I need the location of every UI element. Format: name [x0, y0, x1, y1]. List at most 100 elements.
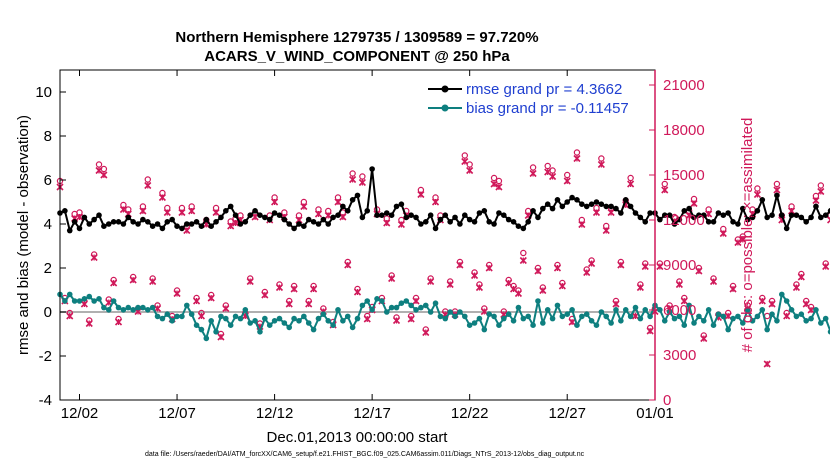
obs-assimilated-point	[290, 285, 298, 293]
bias-point	[461, 313, 468, 320]
bias-point	[364, 298, 371, 304]
obs-assimilated-point	[529, 169, 537, 178]
rmse-point	[822, 212, 829, 218]
rmse-point	[700, 212, 707, 218]
bias-point	[510, 318, 517, 324]
bias-point	[544, 307, 551, 313]
rmse-point	[554, 197, 561, 203]
bias-point	[622, 307, 629, 313]
obs-assimilated-point	[358, 178, 366, 187]
obs-assimilated-point	[539, 286, 547, 295]
bias-point	[520, 315, 527, 322]
rmse-point	[403, 214, 410, 221]
bias-point	[208, 318, 214, 324]
obs-possible-point	[144, 176, 151, 183]
bias-point	[827, 329, 830, 335]
bias-point	[154, 313, 161, 320]
bias-point	[457, 309, 463, 315]
obs-assimilated-point	[90, 253, 98, 262]
rmse-point	[691, 214, 697, 221]
rmse-point	[262, 214, 268, 221]
rmse-point	[364, 208, 371, 214]
rmse-point	[281, 216, 288, 223]
obs-assimilated-point	[597, 160, 605, 169]
bias-point	[808, 315, 814, 322]
bias-point	[213, 329, 219, 335]
bias-point	[476, 315, 483, 322]
obs-assimilated-point	[412, 297, 420, 305]
y-axis-label-left: rmse and bias (model - observation)	[15, 115, 32, 355]
rmse-point	[81, 214, 88, 221]
obs-assimilated-point	[480, 307, 488, 316]
bias-point	[564, 311, 571, 318]
y-left-tick-label: 8	[44, 128, 52, 145]
rmse-point	[398, 201, 405, 207]
rmse-point	[779, 212, 785, 218]
rmse-point	[510, 219, 517, 225]
bias-point	[583, 311, 590, 318]
obs-assimilated-point	[709, 277, 718, 286]
rmse-point	[232, 212, 239, 218]
bias-point	[637, 315, 644, 322]
obs-assimilated-point	[232, 219, 240, 227]
bias-point	[218, 313, 224, 320]
plot-area	[60, 70, 655, 400]
bias-point	[471, 320, 478, 326]
bias-point	[481, 326, 488, 333]
bias-point	[310, 326, 317, 333]
bias-point	[393, 304, 400, 311]
obs-possible-point	[817, 182, 825, 189]
bias-point	[369, 307, 375, 313]
x-tick-label: 12/02	[61, 405, 99, 422]
rmse-point	[115, 219, 122, 225]
rmse-point	[827, 208, 830, 214]
obs-assimilated-point	[558, 282, 566, 290]
rmse-point	[720, 212, 727, 218]
bias-point	[632, 304, 639, 311]
rmse-point	[759, 197, 766, 203]
bias-point	[149, 304, 156, 311]
rmse-point	[647, 210, 653, 216]
rmse-point	[257, 212, 263, 218]
obs-assimilated-point	[178, 208, 186, 217]
rmse-point	[774, 192, 780, 199]
rmse-point	[86, 221, 93, 227]
bias-point	[101, 304, 107, 311]
bias-point	[237, 315, 244, 322]
rmse-point	[227, 203, 234, 210]
bias-point	[179, 313, 185, 320]
rmse-point	[335, 212, 341, 218]
obs-assimilated-point	[207, 294, 215, 302]
obs-possible-point	[754, 185, 761, 192]
rmse-point	[452, 214, 458, 221]
rmse-point	[813, 203, 819, 210]
obs-assimilated-point	[729, 285, 737, 293]
obs-assimilated-point	[383, 219, 391, 227]
bias-point	[144, 307, 151, 313]
rmse-point	[603, 203, 610, 210]
obs-assimilated-point	[251, 213, 259, 221]
obs-possible-point	[598, 155, 605, 162]
obs-assimilated-point	[568, 318, 576, 326]
rmse-point	[71, 219, 78, 225]
bias-point	[247, 320, 254, 326]
bias-point	[754, 313, 761, 320]
obs-assimilated-point	[734, 238, 742, 247]
obs-assimilated-point	[470, 271, 479, 280]
rmse-point	[608, 203, 614, 210]
rmse-point	[271, 210, 278, 216]
bias-point	[759, 307, 766, 313]
bias-point	[383, 309, 390, 315]
obs-assimilated-point	[314, 210, 323, 218]
rmse-point	[520, 225, 527, 232]
obs-assimilated-point	[812, 196, 820, 205]
rmse-point	[476, 210, 483, 216]
rmse-point	[96, 212, 102, 218]
y-right-tick-label: 9000	[663, 257, 696, 274]
rmse-point	[681, 208, 688, 214]
obs-assimilated-point	[271, 198, 279, 206]
obs-assimilated-point	[466, 166, 474, 175]
rmse-point	[418, 221, 424, 227]
bias-point	[569, 307, 575, 313]
y-right-tick-label: 6000	[663, 302, 696, 319]
